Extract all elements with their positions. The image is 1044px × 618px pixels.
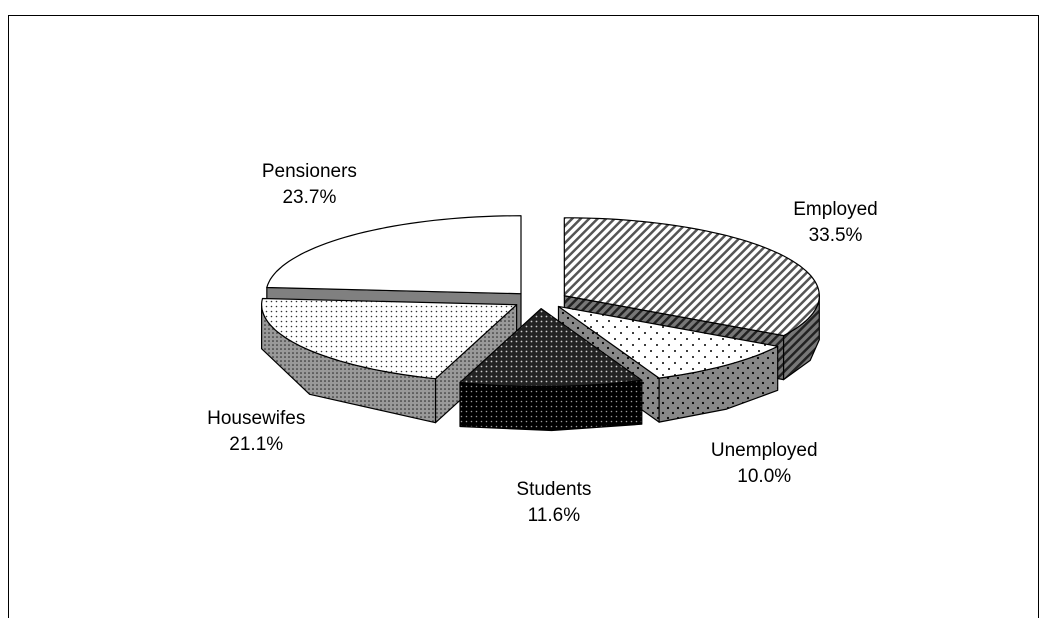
slice (557, 305, 779, 379)
slice (266, 215, 522, 295)
frame (8, 15, 1039, 618)
slice-label: Employed (793, 199, 878, 220)
slice-label: Unemployed (711, 440, 818, 461)
slice (261, 297, 518, 380)
slice-value-label: 23.7% (282, 187, 336, 208)
slice-value-label: 33.5% (809, 225, 863, 246)
slice-label: Pensioners (262, 161, 357, 182)
slice-label: Students (516, 479, 591, 500)
slice-side (459, 379, 643, 432)
pie (261, 215, 820, 432)
slice (563, 217, 820, 337)
slice (459, 307, 643, 388)
slice-value-label: 10.0% (737, 466, 791, 487)
slice-label: Housewifes (207, 408, 305, 429)
slice-value-label: 11.6% (528, 505, 581, 526)
slice-value-label: 21.1% (229, 434, 283, 455)
